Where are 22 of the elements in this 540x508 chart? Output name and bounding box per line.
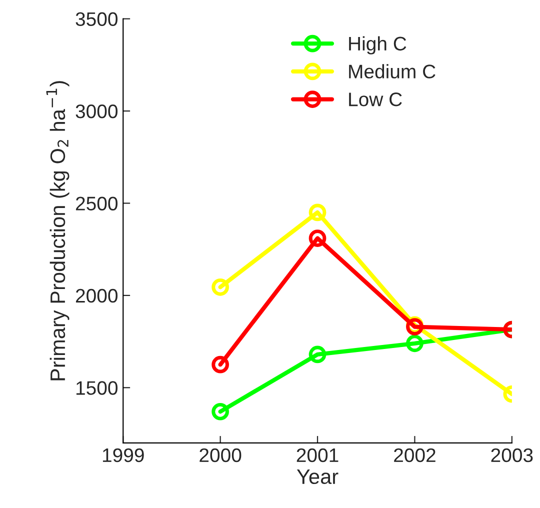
- point: [308, 204, 326, 222]
- y-tick-label: 2000: [76, 288, 118, 303]
- legend-label: High C: [349, 36, 406, 54]
- x-tick-label: 1999: [102, 448, 144, 462]
- point: [212, 402, 229, 420]
- legend-label: Low C: [349, 92, 402, 106]
- x-tick-label: 2001: [296, 448, 338, 462]
- y-tick-label: 3500: [76, 12, 118, 26]
- point: [406, 334, 424, 352]
- x-tick-label: 2000: [200, 448, 242, 462]
- x-tick-label: 2003: [491, 448, 533, 462]
- point: [308, 230, 326, 247]
- x-axis-title: Year: [296, 470, 338, 484]
- x-tick-label: 2002: [394, 448, 436, 462]
- point: [212, 356, 229, 374]
- y-axis-title: Primary Production (kg O$_{2}$ ha$^{−1}$): [46, 81, 70, 380]
- y-tick-label: 2500: [76, 196, 118, 210]
- legend-label: Medium C: [349, 64, 436, 78]
- y-tick-label: 1500: [76, 381, 118, 395]
- y-tick-label: 3000: [76, 104, 118, 118]
- point: [308, 346, 326, 364]
- point: [212, 278, 229, 296]
